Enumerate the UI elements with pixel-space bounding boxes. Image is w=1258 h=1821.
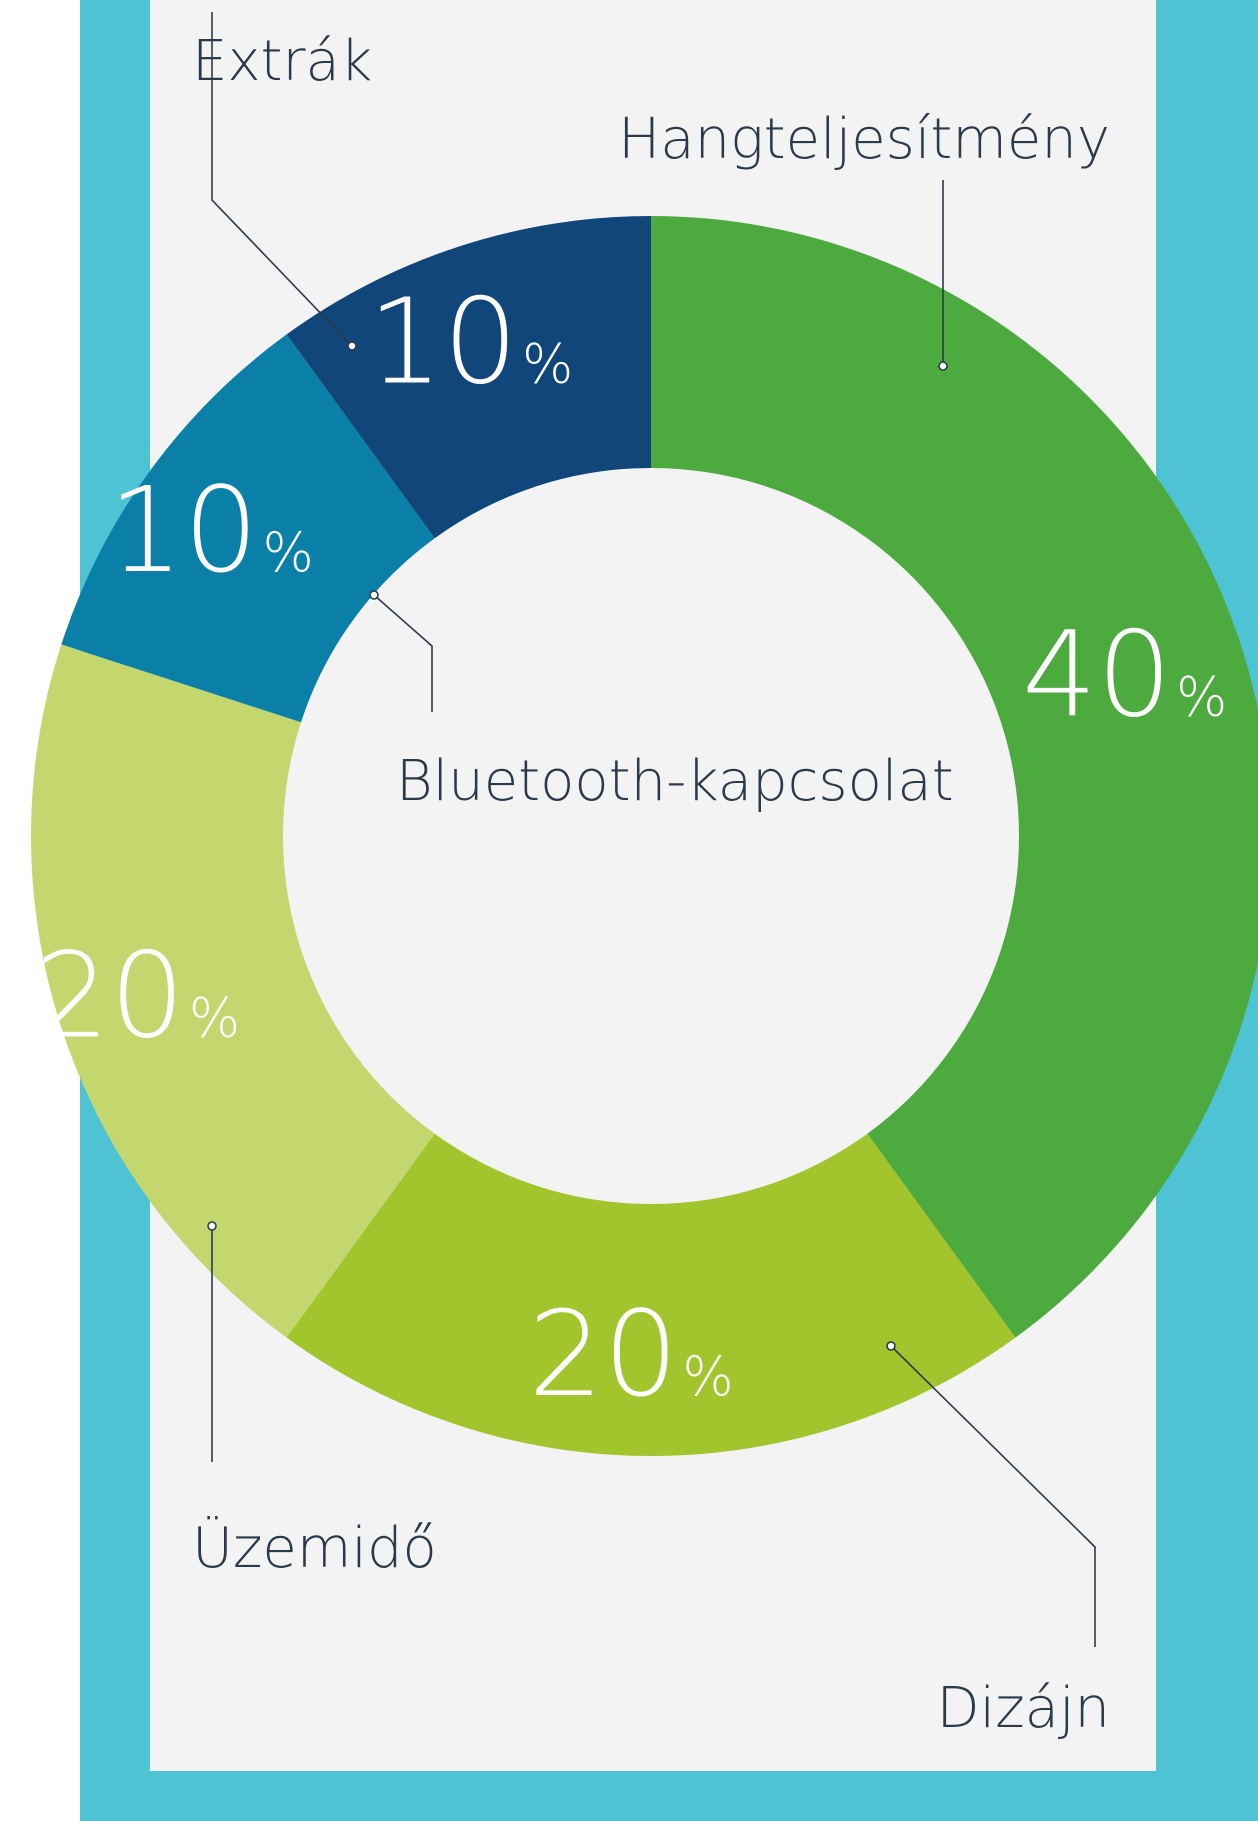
value-unit: % xyxy=(263,521,314,584)
leader-line-bluetooth-kapcsolat xyxy=(373,594,433,712)
category-label-uzemido: Üzemidő xyxy=(192,1516,437,1581)
leader-dot-uzemido xyxy=(207,1221,217,1231)
leader-dot-bluetooth-kapcsolat xyxy=(369,590,379,600)
category-label-bluetooth-kapcsolat: Bluetooth-kapcsolat xyxy=(396,749,954,814)
value-label-bluetooth-kapcsolat: 10% xyxy=(108,461,313,599)
value-unit: % xyxy=(682,1345,733,1408)
slice-extrak xyxy=(286,216,651,539)
value-label-hangteljesitmeny: 40% xyxy=(1022,606,1227,744)
value-unit: % xyxy=(1176,666,1227,729)
leader-dot-hangteljesitmeny xyxy=(938,361,948,371)
category-label-hangteljesitmeny: Hangteljesítmény xyxy=(618,107,1110,172)
leader-line-dizajn xyxy=(890,1345,1096,1647)
value-label-extrak: 10% xyxy=(368,272,573,410)
value-number: 20 xyxy=(528,1285,678,1423)
value-number: 10 xyxy=(368,272,518,410)
leader-lines xyxy=(207,12,1096,1647)
value-label-uzemido: 20% xyxy=(35,926,240,1064)
value-label-dizajn: 20% xyxy=(528,1285,733,1423)
value-number: 20 xyxy=(35,926,185,1064)
value-unit: % xyxy=(522,332,573,395)
value-unit: % xyxy=(189,986,240,1049)
value-labels: 40%20%20%10%10% xyxy=(35,272,1228,1423)
slice-dizajn xyxy=(286,1133,1016,1456)
leader-line-extrak xyxy=(211,12,353,347)
category-labels: Hangteljesítmény Dizájn Üzemidő Bluetooth-k… xyxy=(192,29,1110,1741)
slice-bluetooth-kapcsolat xyxy=(61,334,435,723)
donut-slices xyxy=(30,216,1258,1456)
value-number: 10 xyxy=(108,461,258,599)
value-number: 40 xyxy=(1022,606,1172,744)
category-label-extrak: Extrák xyxy=(192,29,372,94)
leader-dot-dizajn xyxy=(886,1341,896,1351)
leader-dot-extrak xyxy=(347,341,357,351)
slice-uzemido xyxy=(30,644,435,1338)
category-label-dizajn: Dizájn xyxy=(937,1676,1110,1741)
slice-hangteljesitmeny xyxy=(651,216,1258,1338)
